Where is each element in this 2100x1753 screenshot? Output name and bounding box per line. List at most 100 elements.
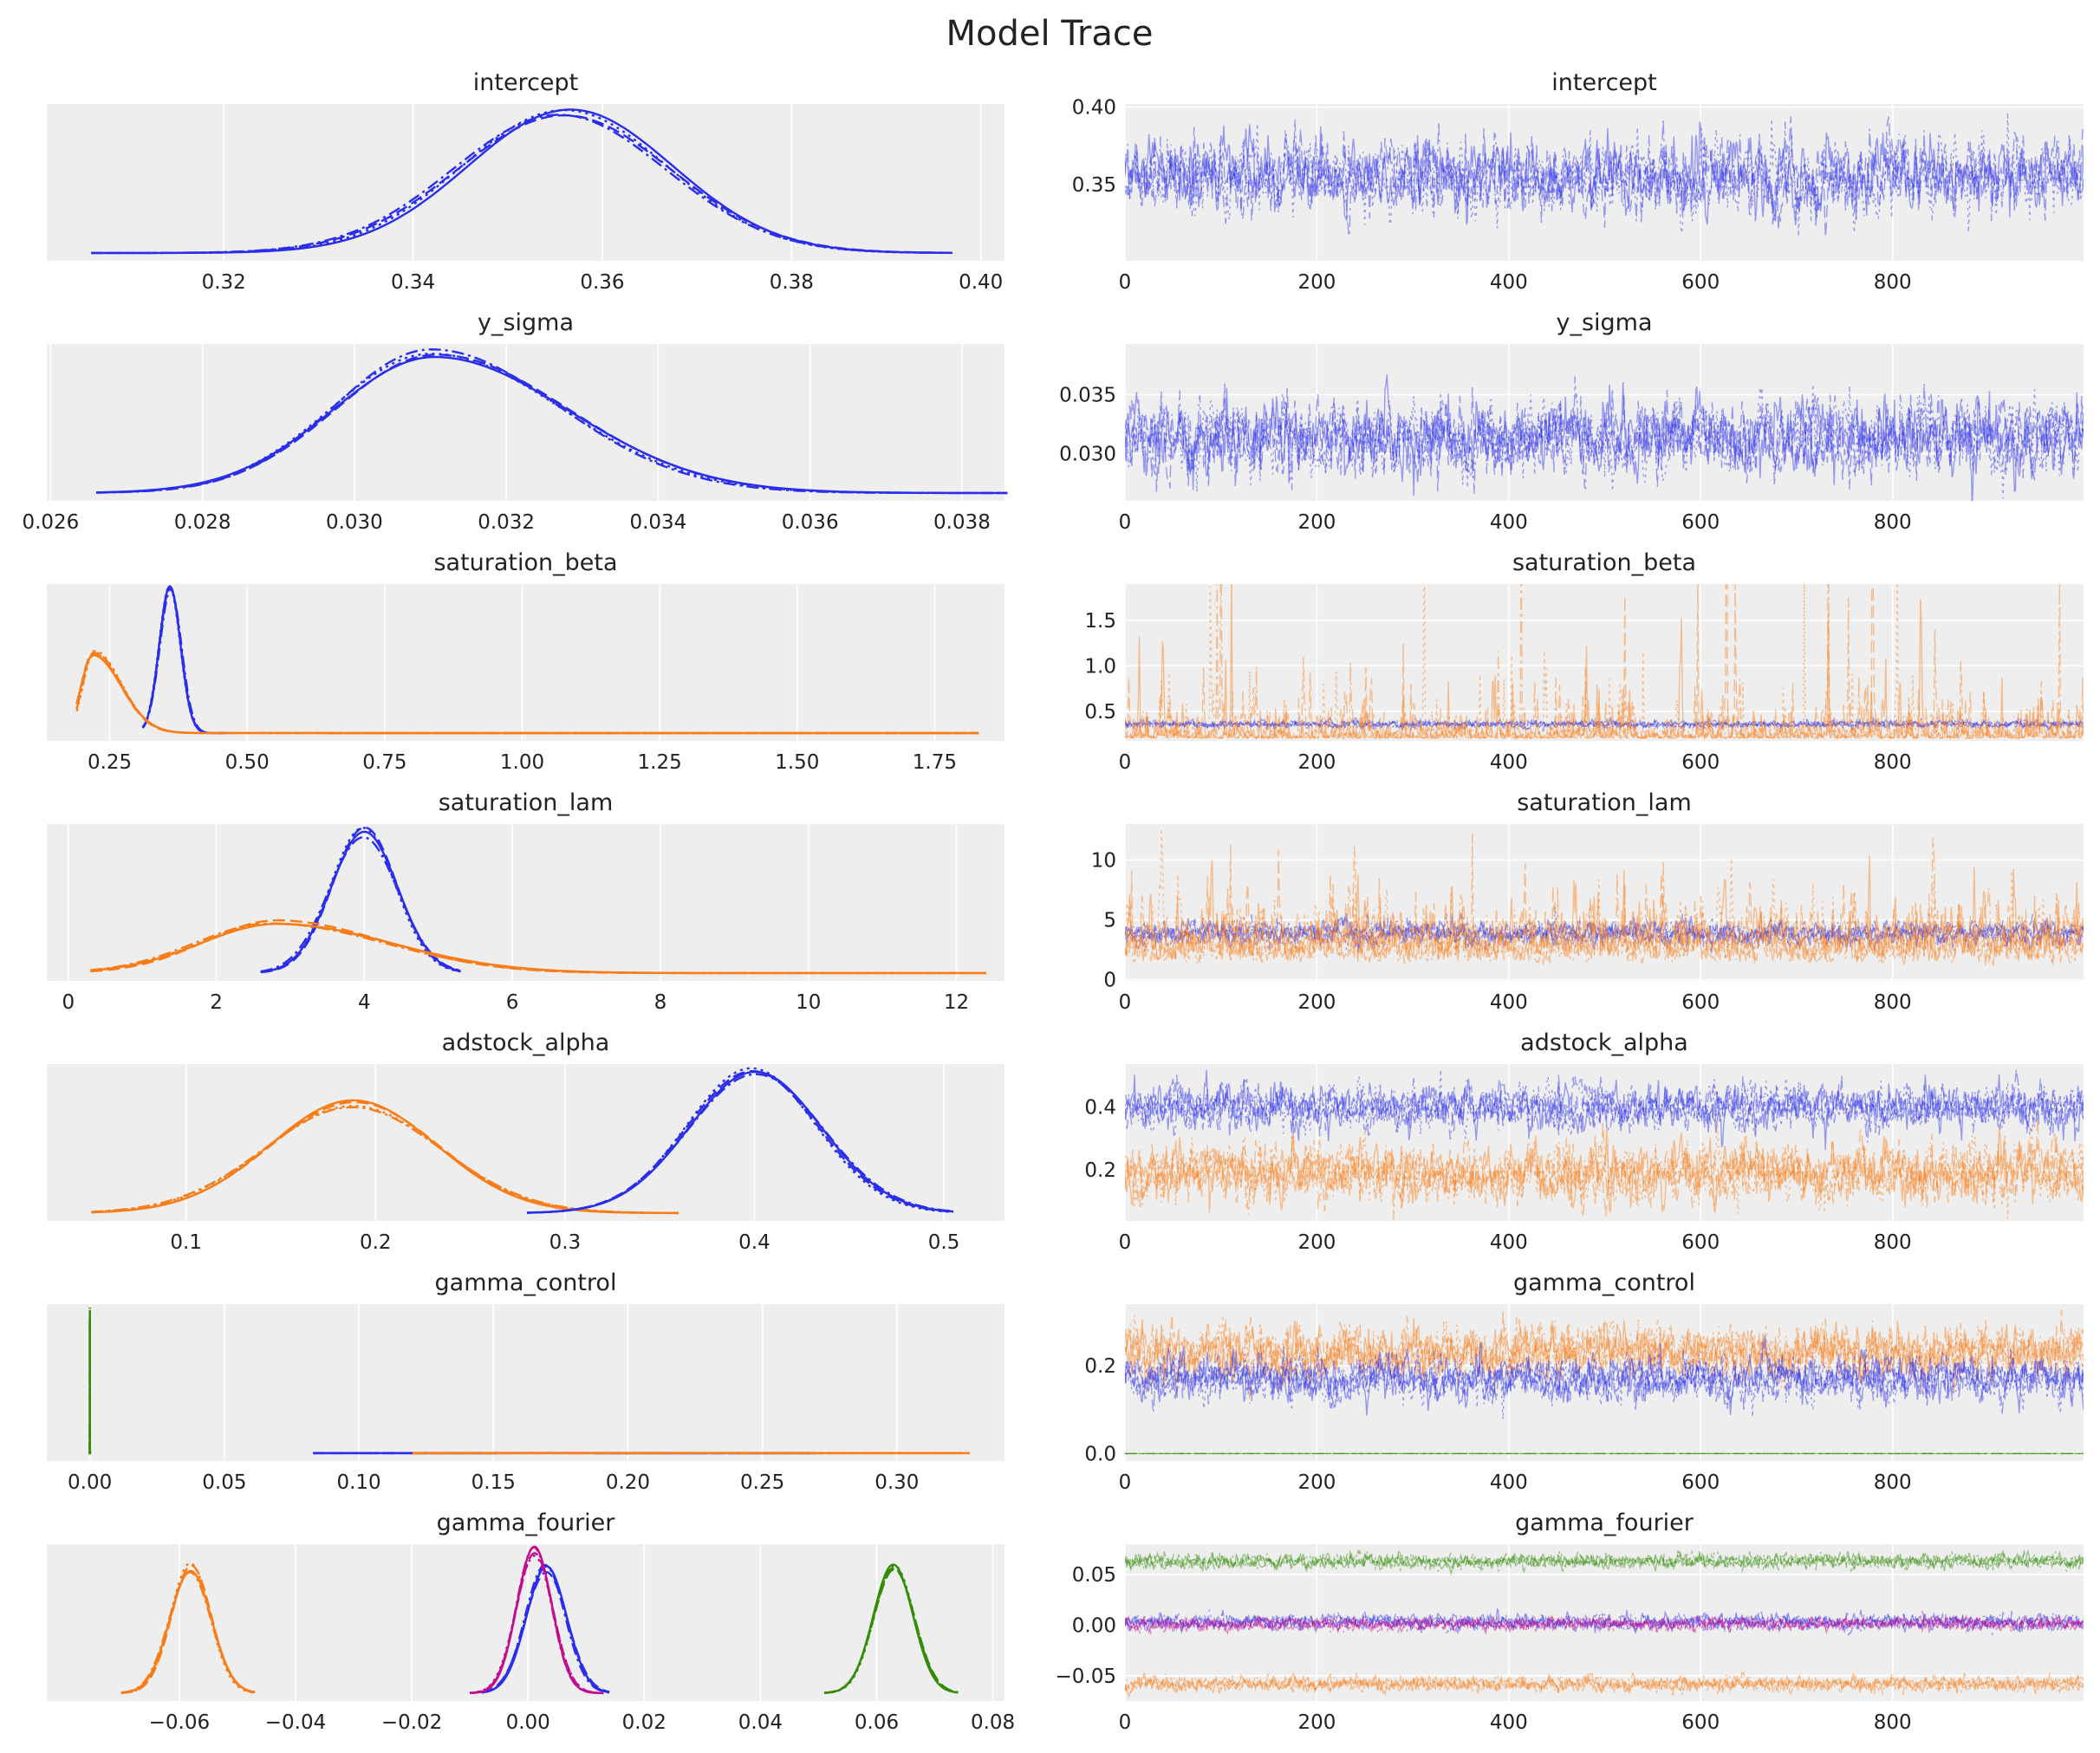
trace-lines xyxy=(1125,584,2084,741)
trace-ytick-label: 0.035 xyxy=(1059,385,1116,407)
trace-line-series-1-chain-2 xyxy=(1125,584,2084,741)
trace-xtick-label: 800 xyxy=(1874,991,1912,1014)
kde-xtick-label: 0.030 xyxy=(326,511,383,534)
kde-line-series-0-chain-2 xyxy=(120,1561,256,1694)
trace-line-series-0-chain-0 xyxy=(1125,121,2084,226)
trace-panel-gamma_fourier: gamma_fourier 0 200 400 600 800 −0.05 0.00 0.05 xyxy=(1056,1510,2084,1734)
trace-xtick-label: 400 xyxy=(1490,751,1528,774)
trace-panel-title: intercept xyxy=(1551,69,1657,96)
kde-plot-area xyxy=(47,1064,1004,1221)
trace-line-series-0-chain-2 xyxy=(1125,906,2084,955)
trace-ytick-label: 0.4 xyxy=(1084,1096,1116,1119)
kde-xtick-label: 0.04 xyxy=(738,1711,783,1734)
trace-panel-adstock_alpha: adstock_alpha 0 200 400 600 800 0.2 0.4 xyxy=(1084,1029,2084,1254)
trace-line-series-1-chain-3 xyxy=(1125,584,2084,741)
trace-lines xyxy=(1125,112,2084,237)
trace-line-series-0-chain-2 xyxy=(1125,112,2084,237)
trace-ytick-label: 1.5 xyxy=(1084,610,1116,633)
trace-plot-area xyxy=(1125,1544,2084,1701)
trace-panel-saturation_beta: saturation_beta 0 200 400 600 800 0.5 1.0 1.5 xyxy=(1084,549,2084,774)
trace-line-series-1-chain-1 xyxy=(1125,584,2084,741)
trace-line-series-0-chain-0 xyxy=(1125,1317,2084,1393)
kde-panel-saturation_lam: saturation_lam 0 2 4 6 8 10 12 xyxy=(47,789,1004,1014)
trace-ytick-label: 0.2 xyxy=(1084,1355,1116,1378)
trace-line-series-2-chain-3 xyxy=(1125,1610,2084,1637)
trace-line-series-1-chain-0 xyxy=(1125,1126,2084,1214)
trace-xtick-label: 400 xyxy=(1490,991,1528,1014)
trace-ytick-label: 0.5 xyxy=(1084,701,1116,724)
trace-line-series-0-chain-1 xyxy=(1125,383,2084,492)
kde-line-series-1-chain-3 xyxy=(90,922,986,975)
kde-xtick-label: 0.20 xyxy=(606,1471,650,1494)
kde-xtick-label: 0.06 xyxy=(855,1711,899,1734)
trace-plot-area xyxy=(1125,584,2084,741)
trace-xtick-label: 0 xyxy=(1119,991,1132,1014)
trace-line-series-0-chain-3 xyxy=(1125,716,2084,732)
kde-xtick-label: 0.08 xyxy=(971,1711,1015,1734)
kde-xtick-label: 0.10 xyxy=(336,1471,380,1494)
trace-xtick-label: 400 xyxy=(1490,1711,1528,1734)
kde-panel-title: gamma_fourier xyxy=(437,1510,616,1536)
trace-xtick-label: 200 xyxy=(1297,1471,1336,1494)
kde-panel-title: saturation_lam xyxy=(439,789,614,816)
trace-line-series-1-chain-2 xyxy=(1125,1609,2084,1637)
trace-line-series-1-chain-0 xyxy=(1125,1334,2084,1416)
kde-xtick-label: 0.1 xyxy=(170,1231,202,1254)
figure-title: Model Trace xyxy=(946,14,1154,54)
trace-line-series-1-chain-3 xyxy=(1125,1611,2084,1637)
trace-xtick-label: 200 xyxy=(1297,991,1336,1014)
kde-line-series-0-chain-2 xyxy=(260,827,461,973)
trace-panel-saturation_lam: saturation_lam 0 200 400 600 800 0 5 10 xyxy=(1091,789,2084,1014)
trace-line-series-0-chain-1 xyxy=(1125,1548,2084,1574)
trace-line-series-0-chain-0 xyxy=(1125,1548,2084,1576)
kde-line-series-0-chain-3 xyxy=(96,347,1008,495)
kde-xtick-label: 1.50 xyxy=(775,751,819,774)
kde-line-series-1-chain-3 xyxy=(75,651,979,735)
trace-line-series-0-chain-2 xyxy=(1125,1549,2084,1574)
trace-xtick-label: 0 xyxy=(1119,751,1132,774)
kde-line-series-0-chain-1 xyxy=(95,354,1008,495)
trace-xtick-label: 400 xyxy=(1490,271,1528,294)
kde-xtick-label: −0.02 xyxy=(381,1711,442,1734)
trace-line-series-0-chain-1 xyxy=(1125,716,2084,733)
trace-xtick-label: 200 xyxy=(1297,751,1336,774)
kde-xtick-label: 0.036 xyxy=(782,511,839,534)
kde-xtick-label: 0.032 xyxy=(478,511,535,534)
kde-xtick-label: 0.40 xyxy=(959,271,1003,294)
trace-ytick-label: 0 xyxy=(1103,970,1116,992)
trace-xtick-label: 400 xyxy=(1490,511,1528,534)
kde-xtick-label: 4 xyxy=(358,991,371,1014)
trace-panel-title: gamma_control xyxy=(1513,1269,1695,1296)
trace-panel-gamma_control: gamma_control 0 200 400 600 800 0.0 0.2 xyxy=(1084,1269,2084,1494)
trace-xtick-label: 0 xyxy=(1119,511,1132,534)
trace-line-series-1-chain-3 xyxy=(1125,1346,2084,1416)
trace-line-series-0-chain-3 xyxy=(1125,912,2084,955)
kde-line-series-0-chain-3 xyxy=(260,836,461,973)
kde-plot-area xyxy=(47,1304,1004,1461)
kde-line-series-2-chain-3 xyxy=(470,1546,604,1695)
trace-lines xyxy=(1125,374,2084,501)
trace-line-series-1-chain-0 xyxy=(1125,1607,2084,1635)
kde-xtick-label: 0.50 xyxy=(225,751,270,774)
trace-xtick-label: 200 xyxy=(1297,1711,1336,1734)
kde-panel-y_sigma: y_sigma 0.026 0.028 0.030 0.032 0.034 0.036 0.0… xyxy=(22,309,1008,534)
trace-xtick-label: 600 xyxy=(1681,271,1720,294)
kde-xtick-label: 0.25 xyxy=(740,1471,784,1494)
kde-xtick-label: 0.05 xyxy=(202,1471,246,1494)
trace-line-series-0-chain-3 xyxy=(1125,119,2084,237)
kde-plot-area xyxy=(47,104,1004,261)
trace-lines xyxy=(1125,1068,2084,1220)
kde-panel-title: adstock_alpha xyxy=(442,1029,610,1056)
kde-xtick-label: 0.36 xyxy=(580,271,624,294)
kde-panel-title: saturation_beta xyxy=(433,549,617,576)
kde-xtick-label: 0.026 xyxy=(22,511,79,534)
trace-line-series-2-chain-0 xyxy=(1125,1614,2084,1635)
kde-xtick-label: 0.30 xyxy=(874,1471,919,1494)
kde-xtick-label: 0.25 xyxy=(88,751,132,774)
trace-xtick-label: 800 xyxy=(1874,1471,1912,1494)
trace-lines xyxy=(1125,828,2084,966)
trace-line-series-1-chain-2 xyxy=(1125,1348,2084,1420)
trace-line-series-0-chain-1 xyxy=(1125,912,2084,951)
